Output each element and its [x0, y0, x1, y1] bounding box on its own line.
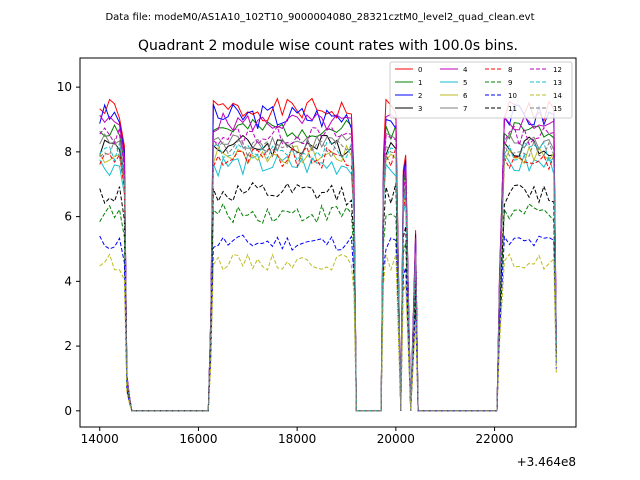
series-line-6 — [99, 144, 557, 412]
y-tick-label: 2 — [64, 339, 72, 353]
y-tick-label: 4 — [64, 274, 72, 288]
y-tick-label: 8 — [64, 145, 72, 159]
plot-frame — [79, 57, 577, 428]
chart-suptitle: Data file: modeM0/AS1A10_102T10_90000040… — [105, 12, 534, 23]
series-line-2 — [99, 103, 557, 412]
x-axis: 14000 16000 18000 20000 22000 — [81, 427, 514, 446]
x-tick-label: 22000 — [475, 432, 513, 446]
legend-label-15: 15 — [553, 105, 562, 113]
series-line-11 — [99, 181, 557, 412]
legend-label-0: 0 — [418, 66, 422, 74]
legend-label-14: 14 — [553, 92, 562, 100]
series-line-5 — [99, 152, 557, 412]
y-tick-label: 0 — [64, 404, 72, 418]
legend-label-4: 4 — [463, 66, 468, 74]
legend-label-2: 2 — [418, 92, 422, 100]
series-line-9 — [99, 202, 557, 412]
series-layer — [99, 97, 557, 412]
y-tick-label: 6 — [64, 210, 72, 224]
legend-label-5: 5 — [463, 79, 467, 87]
series-line-8 — [99, 145, 557, 412]
series-line-3 — [99, 134, 557, 412]
legend-label-3: 3 — [418, 105, 422, 113]
legend-label-7: 7 — [463, 105, 467, 113]
x-axis-offset-text: +3.464e8 — [517, 455, 576, 469]
chart-title: Quadrant 2 module wise count rates with … — [138, 38, 518, 54]
x-tick-label: 20000 — [377, 432, 415, 446]
series-line-10 — [99, 234, 557, 412]
series-line-4 — [99, 112, 557, 412]
y-axis: 0 2 4 6 8 10 — [57, 80, 80, 418]
legend-label-9: 9 — [508, 79, 512, 87]
series-line-1 — [99, 118, 557, 412]
x-tick-label: 18000 — [278, 432, 316, 446]
legend-label-10: 10 — [508, 92, 517, 100]
legend-box — [389, 61, 573, 119]
legend-label-13: 13 — [553, 79, 562, 87]
x-tick-label: 14000 — [81, 432, 119, 446]
legend-label-11: 11 — [508, 105, 517, 113]
series-line-13 — [99, 141, 557, 412]
legend-label-6: 6 — [463, 92, 468, 100]
legend-label-8: 8 — [508, 66, 512, 74]
series-line-0 — [99, 97, 557, 412]
series-line-14 — [99, 253, 557, 412]
x-tick-label: 16000 — [179, 432, 217, 446]
y-tick-label: 10 — [57, 80, 72, 94]
series-line-7 — [99, 132, 557, 412]
series-line-12 — [99, 125, 557, 412]
legend-label-12: 12 — [553, 66, 562, 74]
legend-label-1: 1 — [418, 79, 422, 87]
series-line-15 — [99, 137, 557, 412]
